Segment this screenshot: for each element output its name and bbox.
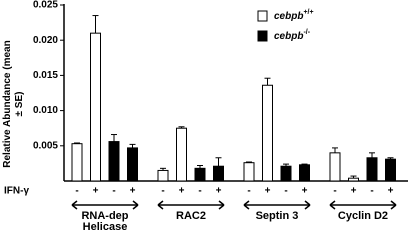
legend-swatch: [257, 10, 268, 22]
arrow-head: [243, 200, 311, 210]
plot: 0.005 0.010 0.015 0.020 0.025 - + - + - + - + - + - + - + -…: [4, 0, 408, 210]
y-tick-label: 0.015: [33, 70, 58, 81]
treatment-label: -: [75, 186, 78, 197]
y-axis-title: Relative Abundance (mean ± SE): [2, 40, 25, 168]
bar: [213, 165, 224, 182]
legend-label: cebpb+/+: [274, 9, 314, 22]
treatment-label: +: [265, 186, 271, 197]
treatment-label: +: [93, 186, 99, 197]
treatment-label: +: [130, 186, 136, 197]
legend-genotype: +/+: [303, 9, 313, 16]
bar: [348, 177, 359, 182]
treatment-label: -: [161, 186, 164, 197]
arrow-head: [329, 200, 397, 210]
treatment-label: +: [302, 186, 308, 197]
treatment-label: +: [216, 186, 222, 197]
y-tick-label: 0.005: [33, 140, 58, 151]
legend-label: cebpb-/-: [274, 29, 311, 42]
bar: [366, 157, 378, 182]
y-tick-label: 0.010: [33, 105, 58, 116]
bar: [127, 147, 138, 182]
legend-gene: cebpb: [274, 31, 303, 42]
bar: [90, 32, 101, 182]
arrow-head: [71, 200, 139, 210]
bar: [262, 84, 273, 182]
bar: [243, 162, 255, 182]
bar: [385, 158, 396, 182]
treatment-axis-label: IFN-γ: [4, 186, 29, 197]
treatment-label: -: [284, 186, 287, 197]
bar: [329, 152, 341, 182]
bar: [71, 143, 83, 182]
legend-swatch: [257, 30, 268, 42]
legend-genotype: -/-: [303, 29, 310, 36]
treatment-label: +: [388, 186, 394, 197]
bar: [157, 169, 169, 182]
treatment-label: -: [112, 186, 115, 197]
bar: [194, 167, 206, 182]
bar: [176, 127, 187, 182]
treatment-label: +: [351, 186, 357, 197]
group-label: RNA-dep Helicase: [81, 210, 129, 233]
treatment-label: -: [247, 186, 250, 197]
treatment-label: +: [179, 186, 185, 197]
chart: 0.005 0.010 0.015 0.020 0.025 - + - + - + - + - + - + - + -…: [0, 0, 408, 232]
y-tick-label: 0.020: [33, 35, 58, 46]
treatment-label: -: [198, 186, 201, 197]
bar: [299, 164, 310, 182]
y-tick-label: 0.025: [33, 0, 58, 11]
bar: [108, 141, 120, 182]
bar: [280, 165, 292, 182]
arrow-head: [157, 200, 225, 210]
treatment-label: -: [370, 186, 373, 197]
legend-gene: cebpb: [274, 11, 303, 22]
treatment-label: -: [333, 186, 336, 197]
group-label: Cyclin D2: [337, 210, 389, 222]
group-label: RAC2: [176, 210, 206, 222]
group-label: Septin 3: [255, 210, 299, 222]
